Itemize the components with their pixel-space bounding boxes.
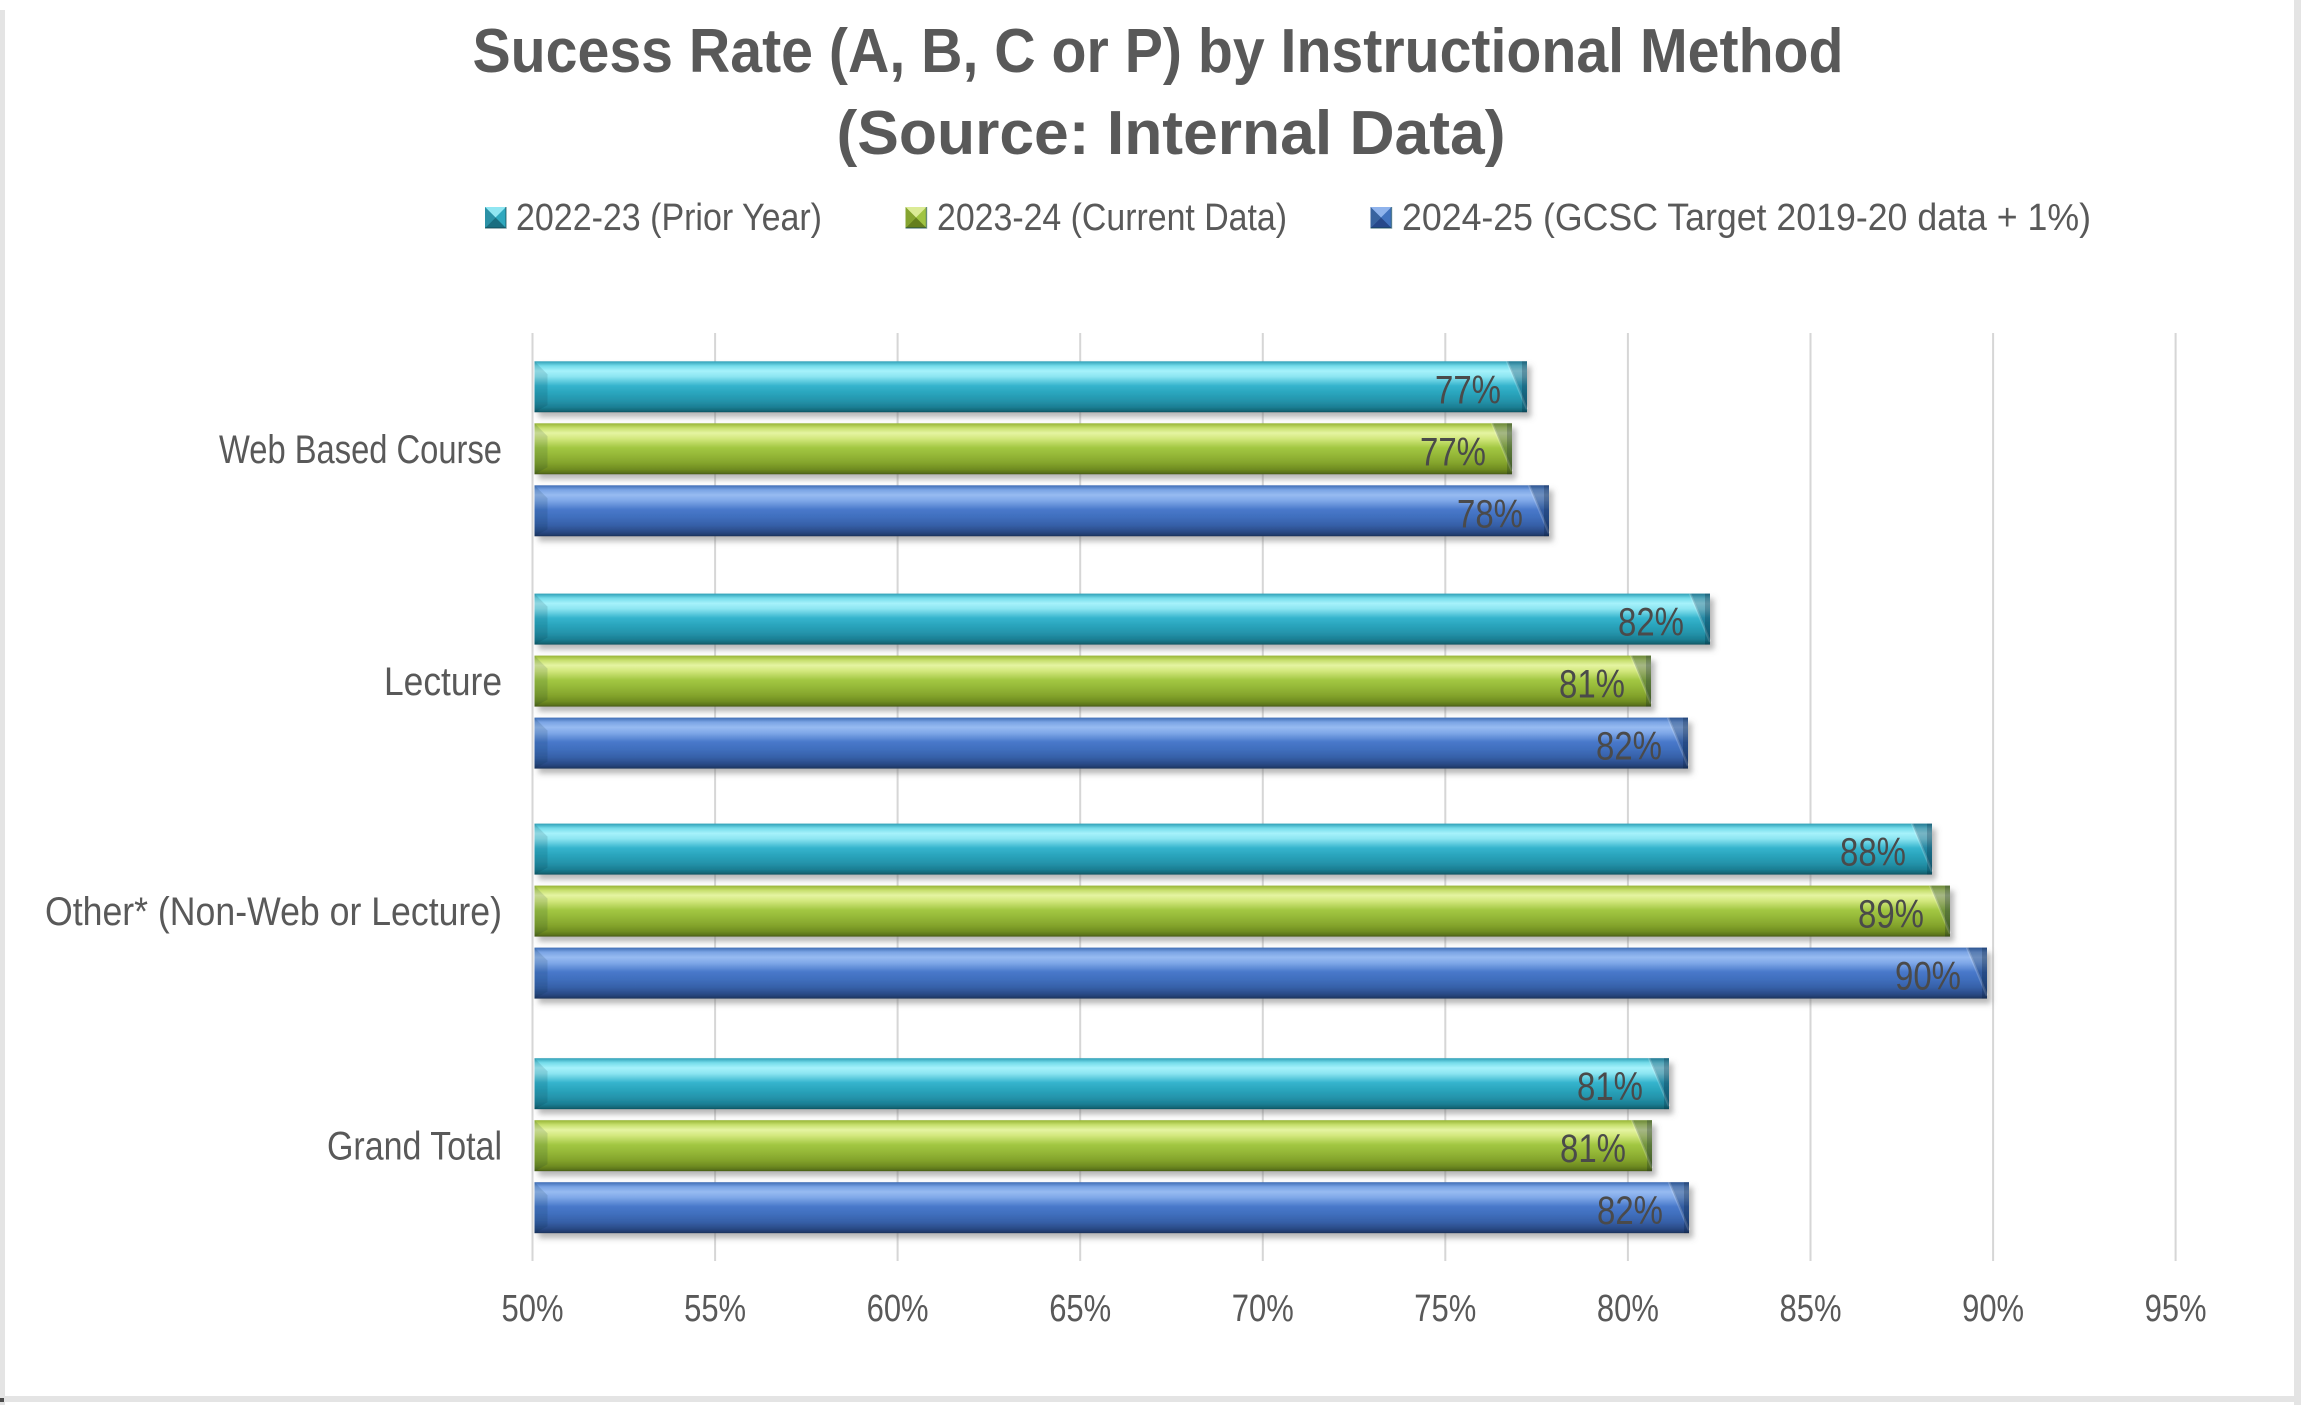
svg-text:95%: 95% bbox=[2145, 1288, 2207, 1330]
svg-text:65%: 65% bbox=[1049, 1288, 1111, 1330]
svg-text:78%: 78% bbox=[1457, 492, 1523, 536]
svg-text:Other* (Non-Web or Lecture): Other* (Non-Web or Lecture) bbox=[45, 890, 502, 934]
svg-text:82%: 82% bbox=[1618, 601, 1684, 645]
svg-text:82%: 82% bbox=[1596, 725, 1662, 769]
svg-text:81%: 81% bbox=[1559, 663, 1625, 707]
svg-text:81%: 81% bbox=[1560, 1127, 1626, 1171]
svg-text:77%: 77% bbox=[1435, 368, 1501, 412]
svg-text:89%: 89% bbox=[1858, 893, 1924, 937]
svg-text:60%: 60% bbox=[867, 1288, 929, 1330]
svg-text:81%: 81% bbox=[1577, 1065, 1643, 1109]
svg-text:77%: 77% bbox=[1420, 430, 1486, 474]
svg-text:80%: 80% bbox=[1597, 1288, 1659, 1330]
svg-text:90%: 90% bbox=[1895, 955, 1961, 999]
svg-text:85%: 85% bbox=[1780, 1288, 1842, 1330]
svg-text:50%: 50% bbox=[502, 1288, 564, 1330]
svg-text:2022-23 (Prior Year): 2022-23 (Prior Year) bbox=[516, 197, 822, 239]
svg-text:88%: 88% bbox=[1840, 831, 1906, 875]
svg-text:75%: 75% bbox=[1414, 1288, 1476, 1330]
svg-text:Grand Total: Grand Total bbox=[327, 1125, 502, 1169]
svg-text:Web Based Course: Web Based Course bbox=[219, 428, 502, 472]
svg-text:2023-24 (Current Data): 2023-24 (Current Data) bbox=[937, 197, 1287, 239]
svg-text:55%: 55% bbox=[684, 1288, 746, 1330]
svg-text:(Source: Internal Data): (Source: Internal Data) bbox=[837, 99, 1506, 168]
svg-text:70%: 70% bbox=[1232, 1288, 1294, 1330]
svg-text:82%: 82% bbox=[1597, 1189, 1663, 1233]
svg-text:2024-25 (GCSC Target 2019-20 d: 2024-25 (GCSC Target 2019-20 data + 1%) bbox=[1402, 197, 2091, 239]
svg-text:Lecture: Lecture bbox=[384, 660, 502, 704]
svg-text:90%: 90% bbox=[1962, 1288, 2024, 1330]
svg-text:Sucess Rate (A, B, C or P) by: Sucess Rate (A, B, C or P) by Instructio… bbox=[473, 17, 1844, 86]
